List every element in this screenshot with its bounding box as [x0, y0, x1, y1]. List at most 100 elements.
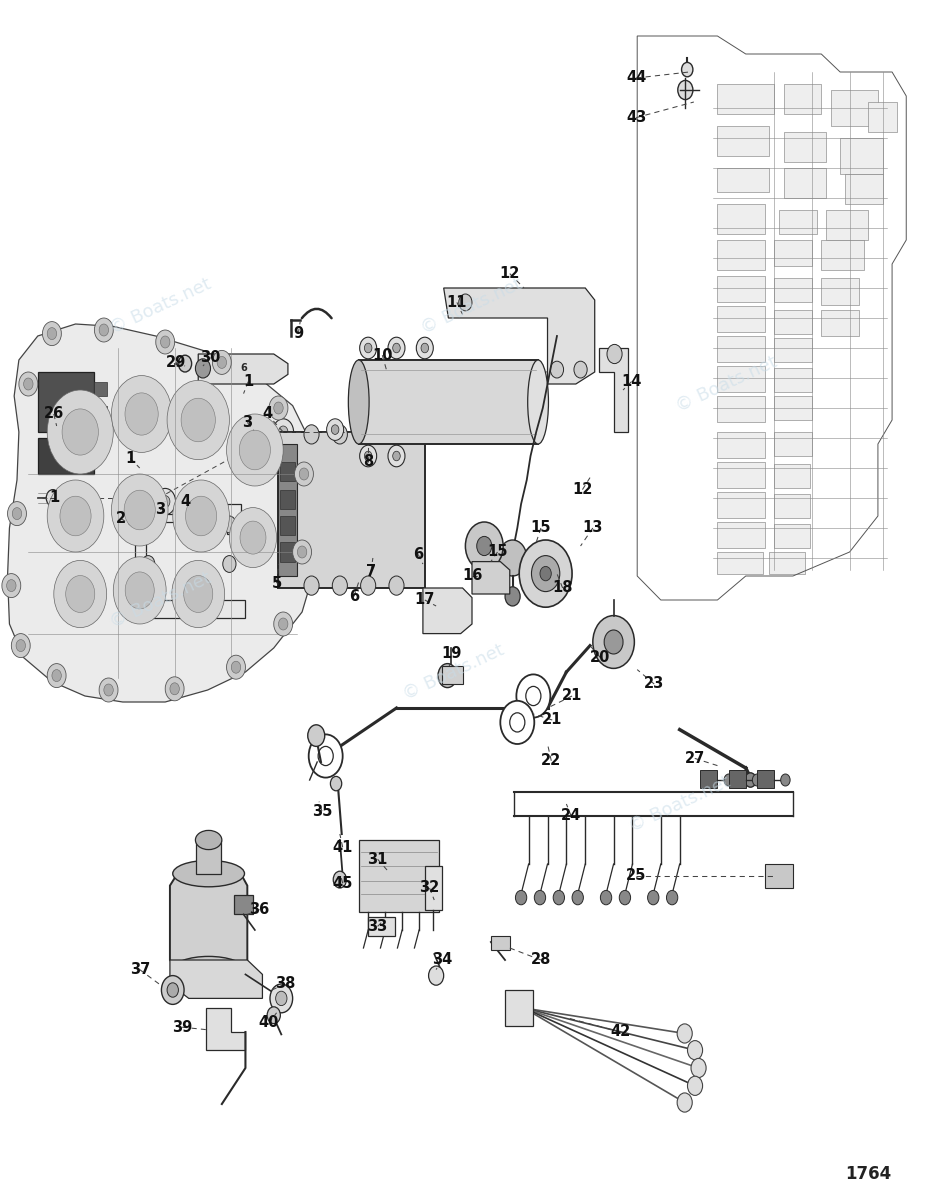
Circle shape — [465, 522, 503, 570]
Circle shape — [364, 451, 372, 461]
Circle shape — [111, 474, 168, 546]
Text: 41: 41 — [332, 840, 353, 854]
Polygon shape — [717, 522, 765, 548]
Polygon shape — [868, 102, 897, 132]
Circle shape — [360, 445, 377, 467]
Polygon shape — [444, 288, 595, 384]
Polygon shape — [94, 427, 107, 442]
Circle shape — [155, 488, 176, 515]
Text: 35: 35 — [312, 804, 332, 818]
Text: © Boats.net: © Boats.net — [399, 641, 507, 703]
Polygon shape — [717, 462, 765, 488]
Polygon shape — [359, 840, 439, 912]
Polygon shape — [442, 666, 463, 684]
Text: 39: 39 — [172, 1020, 193, 1034]
Circle shape — [309, 734, 343, 778]
Circle shape — [388, 445, 405, 467]
Circle shape — [229, 508, 277, 568]
Ellipse shape — [528, 360, 548, 444]
Text: 19: 19 — [441, 647, 462, 661]
Circle shape — [212, 350, 231, 374]
Text: 3: 3 — [156, 503, 165, 517]
Polygon shape — [280, 516, 295, 535]
Polygon shape — [717, 168, 769, 192]
Polygon shape — [170, 960, 262, 998]
Circle shape — [60, 496, 91, 535]
Circle shape — [687, 1040, 702, 1060]
Circle shape — [231, 661, 241, 673]
Circle shape — [438, 664, 457, 688]
Circle shape — [364, 343, 372, 353]
Polygon shape — [198, 354, 288, 384]
Circle shape — [550, 361, 564, 378]
Circle shape — [297, 546, 307, 558]
Circle shape — [397, 419, 414, 440]
Text: 34: 34 — [431, 953, 452, 967]
Text: © Boats.net: © Boats.net — [107, 275, 214, 337]
Circle shape — [274, 612, 293, 636]
Circle shape — [47, 328, 57, 340]
Text: 23: 23 — [644, 677, 665, 691]
Text: 20: 20 — [590, 650, 611, 665]
Polygon shape — [135, 576, 146, 612]
Circle shape — [604, 630, 623, 654]
Circle shape — [534, 890, 546, 905]
Circle shape — [47, 664, 66, 688]
Circle shape — [510, 713, 525, 732]
Text: 6: 6 — [240, 364, 247, 373]
Circle shape — [47, 480, 104, 552]
Polygon shape — [765, 864, 793, 888]
Circle shape — [459, 294, 472, 311]
Polygon shape — [599, 348, 628, 432]
Text: 29: 29 — [165, 355, 186, 370]
Circle shape — [270, 984, 293, 1013]
Text: © Boats.net: © Boats.net — [626, 773, 733, 835]
Text: 10: 10 — [372, 348, 393, 362]
Circle shape — [156, 330, 175, 354]
Polygon shape — [831, 90, 878, 126]
Polygon shape — [757, 770, 774, 788]
Text: 12: 12 — [572, 482, 593, 497]
Polygon shape — [845, 174, 883, 204]
Circle shape — [165, 677, 184, 701]
Text: 1: 1 — [50, 491, 59, 505]
Circle shape — [421, 343, 429, 353]
Circle shape — [361, 576, 376, 595]
Circle shape — [227, 414, 283, 486]
Text: 44: 44 — [626, 71, 647, 85]
Circle shape — [273, 419, 294, 445]
Polygon shape — [840, 138, 883, 174]
Circle shape — [240, 431, 271, 470]
Polygon shape — [491, 936, 510, 950]
Polygon shape — [774, 396, 812, 420]
Circle shape — [393, 451, 400, 461]
Circle shape — [299, 468, 309, 480]
Polygon shape — [137, 600, 245, 618]
Polygon shape — [717, 240, 765, 270]
Circle shape — [332, 425, 347, 444]
Circle shape — [142, 516, 155, 533]
Circle shape — [240, 521, 266, 554]
Circle shape — [66, 576, 94, 612]
Circle shape — [752, 774, 762, 786]
Text: 18: 18 — [552, 581, 573, 595]
Circle shape — [574, 361, 587, 378]
Polygon shape — [774, 524, 810, 548]
Circle shape — [99, 678, 118, 702]
Circle shape — [223, 556, 236, 572]
Polygon shape — [8, 324, 316, 702]
Text: 21: 21 — [562, 689, 582, 703]
Text: 7: 7 — [366, 564, 376, 578]
Polygon shape — [784, 84, 821, 114]
Circle shape — [11, 634, 30, 658]
Polygon shape — [472, 562, 510, 594]
Text: 1: 1 — [126, 451, 135, 466]
Circle shape — [572, 890, 583, 905]
Text: 1764: 1764 — [846, 1164, 891, 1183]
Circle shape — [516, 674, 550, 718]
Circle shape — [195, 359, 211, 378]
Text: 28: 28 — [531, 953, 551, 967]
Polygon shape — [359, 360, 538, 444]
Text: © Boats.net: © Boats.net — [673, 353, 781, 415]
Polygon shape — [368, 917, 395, 936]
